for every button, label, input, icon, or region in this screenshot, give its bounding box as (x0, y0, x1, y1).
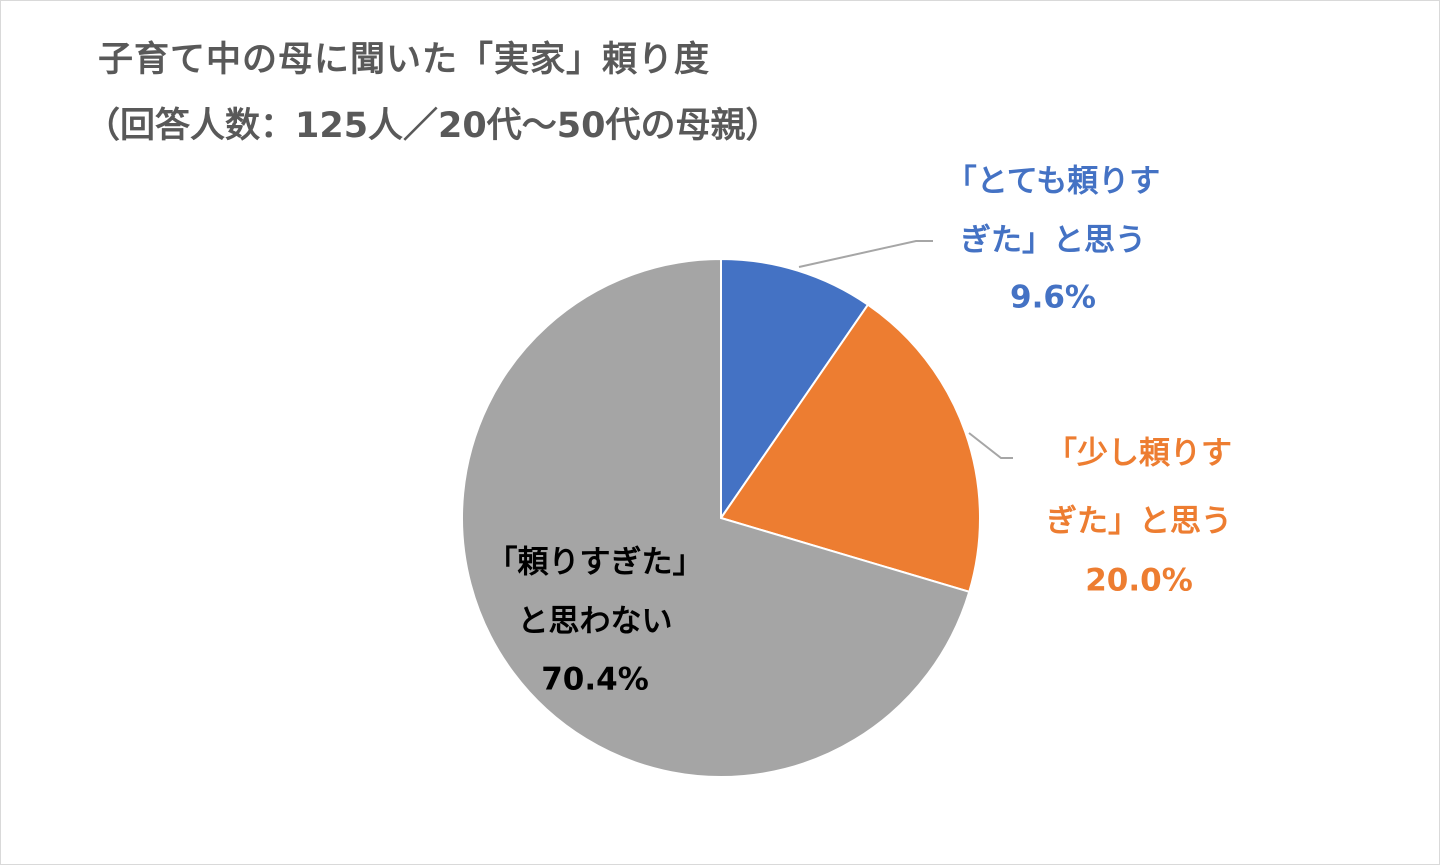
slice-value-label: 70.4% (541, 662, 649, 698)
pie-slice (720, 257, 870, 522)
slice-label: 「とても頼りす (946, 164, 1161, 200)
leader-line (968, 432, 1013, 459)
chart-title: 子育て中の母に聞いた「実家」頼り度 (98, 40, 711, 80)
pie-slice (461, 257, 971, 778)
slice-label: と思わない (518, 604, 673, 640)
slice-value-label: 9.6% (1010, 280, 1096, 316)
leader-line (798, 240, 933, 268)
slice-label: ぎた」と思う (960, 223, 1146, 259)
slice-label: 「頼りすぎた」 (487, 545, 704, 581)
chart-subtitle: （回答人数：125人／20代～50代の母親） (85, 106, 781, 146)
slice-label: 「少し頼りす (1046, 436, 1232, 472)
slice-label: ぎた」と思う (1046, 504, 1232, 540)
pie-slice (719, 303, 981, 594)
slice-value-label: 20.0% (1085, 563, 1193, 599)
